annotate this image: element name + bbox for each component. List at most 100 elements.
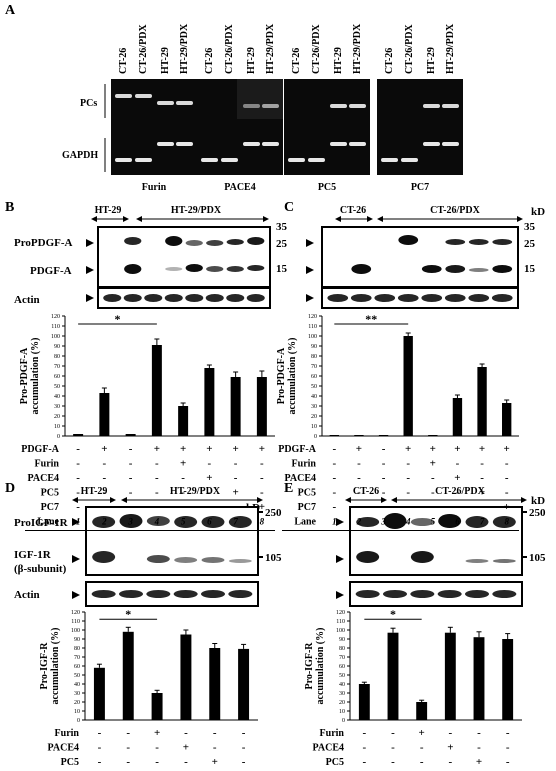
significance-star: * [125,607,131,621]
mw-marker: 15 [524,263,536,275]
table-cell: - [208,501,212,513]
table-cell: - [76,472,80,484]
y-tick-label: 100 [308,334,317,340]
propdgf-band [445,239,466,245]
pdgf-band [124,264,142,274]
table-cell: - [406,501,410,513]
igf-band [410,551,434,563]
mw-marker: 25 [524,238,536,250]
gel-name: PC5 [318,182,336,193]
actin-band [468,294,490,302]
table-cell: - [155,742,159,754]
y-tick-label: 40 [339,682,345,688]
table-cell: + [259,501,265,513]
table-cell: - [332,472,336,484]
pdgf-band [421,265,442,273]
lane-label: CT-26 [204,48,215,74]
table-cell: + [154,443,160,455]
table-cell: - [126,727,130,739]
igf-band [492,559,516,563]
table-cell: 2 [356,517,362,527]
y-tick-label: 50 [74,673,80,679]
table-cell: - [242,756,246,768]
table-row-label: PACE4 [285,473,316,484]
bar [180,634,192,720]
propdgf-band [124,237,142,245]
actin-band [464,590,490,598]
lane-label: CT-26/PDX [224,24,235,74]
blot-frame [321,226,519,288]
table-cell: - [76,443,80,455]
table-cell: - [184,727,188,739]
table-cell: + [454,443,460,455]
table-row-label: PACE4 [313,743,344,754]
table-cell: - [98,742,102,754]
table-cell: + [454,472,460,484]
panel-c-kd: kD [531,206,545,218]
table-row-label: PDGF-A [21,444,60,455]
table-row-label: Lane [37,517,59,528]
actin-band [144,294,163,302]
propdgf-band [398,235,419,245]
panel-a-letter: A [5,3,16,18]
panel-e-group2: CT-26/PDX [435,486,485,497]
y-tick-label: 100 [71,628,80,634]
table-cell: - [480,472,484,484]
panelc-chart: 0 10 20 30 40 50 60 70 80 90 100 110 120 Pro-PDGF-A ac… [276,312,519,531]
y-tick-label: 40 [54,394,60,400]
table-cell: - [406,472,410,484]
pc-band [243,104,260,108]
gapdh-band [221,158,238,162]
table-cell: + [430,458,436,470]
table-cell: - [126,742,130,754]
igf-1r-arrowhead [72,555,80,563]
table-cell: + [356,443,362,455]
actin-band [350,294,372,302]
table-cell: - [76,501,80,513]
pc-band [442,104,459,108]
actin-band [410,590,435,598]
mw-marker: 35 [276,221,288,233]
y-tick-label: 80 [311,354,317,360]
table-cell: - [505,458,509,470]
bar [329,435,339,436]
table-cell: 7 [233,517,238,527]
bar [477,367,487,436]
propdgf-a-label: ProPDGF-A [14,237,73,249]
panel-b-letter: B [5,200,14,215]
bar [122,631,134,720]
actin-band [492,590,517,598]
panelb-chart: 0 10 20 30 40 50 60 70 80 90 100 110 120 Pro-PDGF-A ac… [19,312,275,531]
table-cell: - [155,458,159,470]
y-axis-title: accumulation (%) [50,628,61,705]
table-cell: - [357,458,361,470]
table-cell: - [357,501,361,513]
y-tick-label: 90 [311,344,317,350]
table-cell: + [479,487,485,499]
actin-band [146,590,171,598]
mw-marker: 105 [265,552,282,564]
actin-band [123,294,142,302]
table-cell: - [431,487,435,499]
table-cell: - [181,501,185,513]
y-tick-label: 110 [308,324,317,330]
propdgf-band [165,236,183,246]
table-cell: + [259,443,265,455]
actin-band [421,294,443,302]
y-tick-label: 110 [336,619,345,625]
panele-chart: 0 10 20 30 40 50 60 70 80 90 100 110 120 Pro-IGF-R acc… [304,607,522,771]
propdgf-band [468,239,489,245]
table-cell: - [391,727,395,739]
y-tick-label: 120 [51,314,60,320]
table-cell: + [479,443,485,455]
lane-label: HT-29 [160,47,171,74]
y-tick-label: 20 [74,700,80,706]
y-axis-title: Pro-PDGF-A [276,347,287,404]
table-cell: - [332,487,336,499]
table-cell: + [206,443,212,455]
gapdh-band [115,158,132,162]
bar [178,406,189,436]
panel-b-group1: HT-29 [95,205,122,216]
actin-band [185,294,204,302]
y-tick-label: 10 [74,709,80,715]
